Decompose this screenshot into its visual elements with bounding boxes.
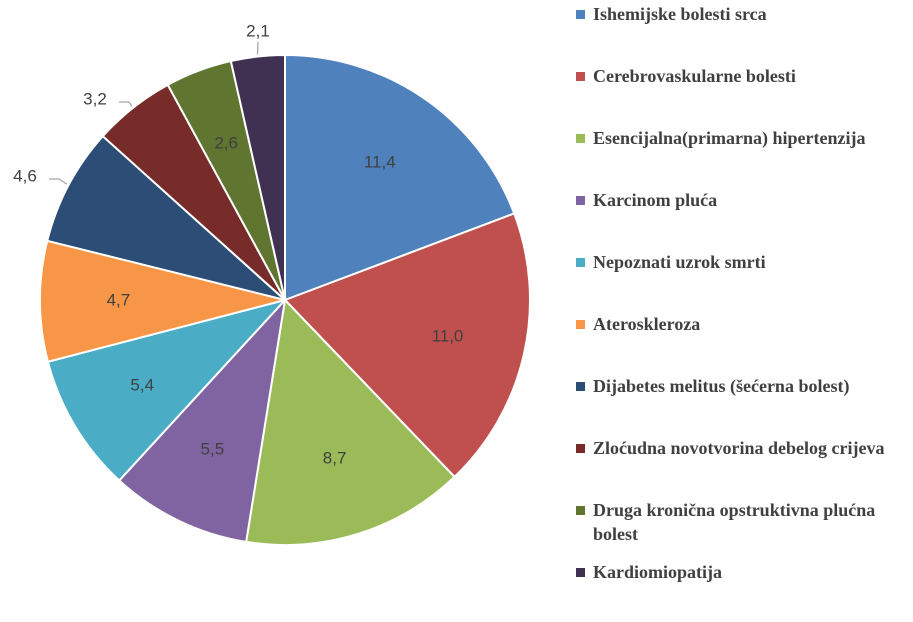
legend-label: Ateroskleroza — [593, 312, 700, 336]
data-label: 5,4 — [130, 375, 154, 394]
legend-label: Karcinom pluća — [593, 188, 717, 212]
legend-label: Cerebrovaskularne bolesti — [593, 64, 796, 88]
data-label: 4,6 — [13, 166, 37, 185]
leader-line — [119, 102, 132, 106]
legend-swatch — [576, 134, 585, 143]
legend-swatch — [576, 444, 585, 453]
data-label: 8,7 — [323, 449, 347, 468]
legend-entry: Zloćudna novotvorina debelog crijeva — [576, 436, 911, 498]
data-label: 11,0 — [432, 326, 464, 345]
legend-entry: Cerebrovaskularne bolesti — [576, 64, 911, 126]
legend-entry: Ishemijske bolesti srca — [576, 2, 911, 64]
legend-label: Nepoznati uzrok smrti — [593, 250, 766, 274]
data-label: 5,5 — [201, 439, 225, 458]
leader-line — [49, 179, 67, 184]
data-label: 3,2 — [83, 89, 107, 108]
legend-swatch — [576, 568, 585, 577]
legend-label: Ishemijske bolesti srca — [593, 2, 767, 26]
legend-entry: Dijabetes melitus (šećerna bolest) — [576, 374, 911, 436]
legend-entry: Druga kronična opstruktivna plućna boles… — [576, 498, 911, 560]
legend-swatch — [576, 72, 585, 81]
legend-label: Esencijalna(primarna) hipertenzija — [593, 126, 865, 150]
legend-label: Kardiomiopatija — [593, 560, 722, 584]
legend-label: Druga kronična opstruktivna plućna boles… — [593, 498, 911, 546]
legend-entry: Karcinom pluća — [576, 188, 911, 250]
page: {"chart_data": {"type": "pie", "categori… — [0, 0, 913, 593]
data-label: 11,4 — [364, 152, 396, 171]
legend-label: Dijabetes melitus (šećerna bolest) — [593, 374, 849, 398]
legend-swatch — [576, 258, 585, 267]
legend-label: Zloćudna novotvorina debelog crijeva — [593, 436, 885, 460]
legend-swatch — [576, 196, 585, 205]
legend-swatch — [576, 506, 585, 515]
legend-entry: Nepoznati uzrok smrti — [576, 250, 911, 312]
data-label: 2,1 — [246, 21, 270, 40]
legend-swatch — [576, 382, 585, 391]
data-label: 2,6 — [214, 134, 238, 153]
legend-entry: Kardiomiopatija — [576, 560, 911, 622]
data-label: 4,7 — [107, 290, 131, 309]
legend: Ishemijske bolesti srca Cerebrovaskularne… — [576, 2, 911, 622]
legend-entry: Ateroskleroza — [576, 312, 911, 374]
legend-swatch — [576, 10, 585, 19]
legend-entry: Esencijalna(primarna) hipertenzija — [576, 126, 911, 188]
legend-swatch — [576, 320, 585, 329]
